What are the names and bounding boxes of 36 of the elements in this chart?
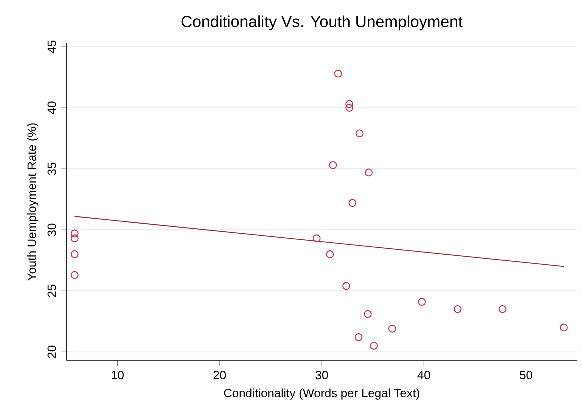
y-tick-label: 40 (48, 102, 56, 114)
x-tick-label: 50 (520, 371, 532, 380)
point (418, 298, 426, 306)
point (70, 250, 79, 258)
point (365, 168, 373, 177)
point (498, 305, 507, 314)
point (342, 282, 350, 290)
point (329, 161, 338, 170)
point (346, 100, 354, 108)
point (354, 334, 363, 342)
point (346, 104, 354, 112)
x-tick-label: 30 (316, 371, 328, 380)
point (454, 305, 462, 314)
x-tick-label: 40 (418, 371, 430, 380)
point (364, 310, 372, 318)
y-tick-label: 20 (48, 346, 56, 358)
point (70, 234, 79, 243)
chart-title: Conditionality Vs. Youth Unemployment (182, 16, 463, 31)
point (70, 271, 79, 280)
y-axis-title: Youth Uemployment Rate (%) (27, 124, 39, 281)
point (560, 324, 568, 332)
x-axis-title: Conditionality (Words per Legal Text) (224, 388, 420, 400)
point (312, 234, 321, 243)
point (326, 250, 334, 258)
point (70, 230, 79, 238)
x-tick-label: 10 (112, 371, 124, 380)
point (388, 324, 396, 333)
point (334, 70, 342, 78)
y-tick-label: 45 (48, 40, 56, 54)
x-tick-label: 20 (214, 371, 226, 380)
point (356, 130, 364, 138)
y-tick-label: 35 (48, 162, 56, 176)
point (348, 199, 357, 208)
y-tick-label: 30 (48, 224, 56, 236)
y-tick-label: 25 (48, 284, 56, 298)
point (370, 342, 378, 350)
